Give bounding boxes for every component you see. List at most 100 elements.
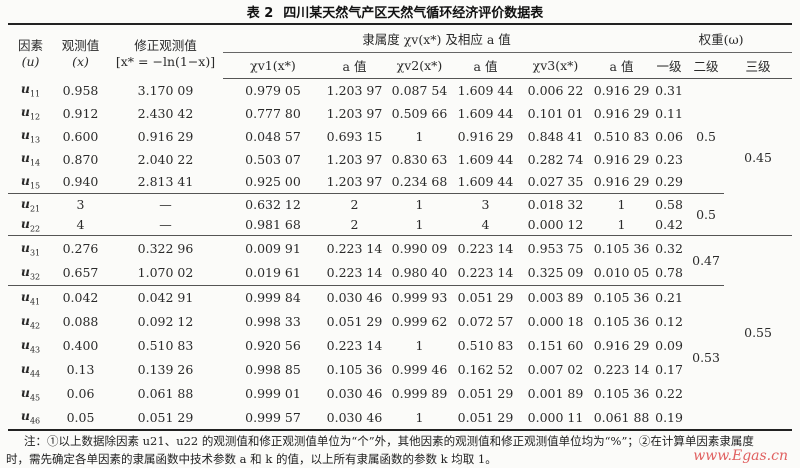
a3-cell: 0.510 83 xyxy=(593,128,650,144)
a1-cell: 1.203 97 xyxy=(326,105,383,121)
table-row: u15 0.940 2.813 41 0.925 00 1.203 97 0.234 68… xyxy=(8,171,792,194)
weight-level1-cell: 0.11 xyxy=(655,105,683,121)
factor-cell: u41 xyxy=(8,285,53,310)
a1-cell: 0.030 46 xyxy=(326,409,383,425)
weight-level1-cell: 0.32 xyxy=(650,235,689,261)
a3-cell: 0.916 29 xyxy=(593,338,650,353)
header-observed-symbol: (x) xyxy=(72,53,89,69)
factor-sub: 32 xyxy=(29,272,41,282)
factor-var: u xyxy=(20,150,30,166)
weight-level1-cell: 0.29 xyxy=(655,174,683,190)
factor-sub: 13 xyxy=(29,135,41,145)
a2-cell: 0.223 14 xyxy=(457,265,514,281)
weight-level3-cell: 0.45 xyxy=(744,149,772,165)
weight-level1-cell: 0.06 xyxy=(655,128,683,144)
corrected-cell: 0.051 29 xyxy=(137,409,194,425)
chi1-cell: 0.998 33 xyxy=(245,314,301,329)
a3-cell: 0.010 05 xyxy=(593,265,650,281)
factor-sub: 21 xyxy=(29,204,41,213)
corrected-cell: — xyxy=(159,217,172,233)
observed-cell: 0.657 xyxy=(62,265,99,281)
a3-cell: 0.223 14 xyxy=(593,362,650,377)
table-row: u12 0.912 2.430 42 0.777 80 1.203 97 0.509 66… xyxy=(8,102,792,125)
a1-cell: 1.203 97 xyxy=(326,151,383,167)
factor-cell: u13 xyxy=(8,125,53,148)
table-number: 表 2 xyxy=(246,6,274,21)
chi1-cell: 0.920 56 xyxy=(245,338,301,353)
a1-cell: 0.693 15 xyxy=(326,128,383,144)
a2-cell: 1.609 44 xyxy=(457,174,514,190)
factor-sub: 22 xyxy=(29,224,41,234)
chi1-cell: 0.998 85 xyxy=(245,362,301,377)
header-corrected: 修正观测值 [x* = −ln(1−x)] xyxy=(108,24,223,79)
table-note: 注：①以上数据除因素 u21、u22 的观测值和修正观测值单位为“个”外，其他因… xyxy=(6,432,796,468)
table-title: 表 2 四川某天然气产区天然气循环经济评价数据表 xyxy=(0,2,800,21)
observed-cell: 0.05 xyxy=(66,409,95,425)
chi2-cell: 1 xyxy=(386,193,453,215)
factor-sub: 44 xyxy=(29,369,41,379)
factor-var: u xyxy=(20,264,30,279)
observed-cell: 0.600 xyxy=(62,128,99,144)
factor-var: u xyxy=(20,104,30,120)
a2-cell: 0.223 14 xyxy=(453,235,518,261)
corrected-cell: 0.139 26 xyxy=(137,362,194,377)
factor-sub: 45 xyxy=(29,393,41,403)
a2-cell: 1.609 44 xyxy=(457,82,514,98)
header-level3: 三级 xyxy=(724,52,793,79)
a3-cell: 1 xyxy=(593,193,651,215)
a1-cell: 0.030 46 xyxy=(326,386,383,401)
observed-cell: 0.276 xyxy=(53,235,108,261)
a1-cell: 0.051 29 xyxy=(326,314,383,329)
chi3-cell: 0.282 74 xyxy=(527,151,584,167)
corrected-cell: 3.170 09 xyxy=(137,82,194,98)
header-chi1: χv1(x*) xyxy=(223,52,323,79)
factor-cell: u45 xyxy=(8,382,53,406)
table-caption: 四川某天然气产区天然气循环经济评价数据表 xyxy=(283,6,544,21)
corrected-cell: 0.322 96 xyxy=(108,235,223,261)
chi2-cell: 0.990 09 xyxy=(386,235,453,261)
chi3-cell: 0.000 18 xyxy=(527,314,584,329)
chi1-cell: 0.632 12 xyxy=(223,193,323,215)
weight-level2-cell: 0.5 xyxy=(696,128,716,144)
table-row: u42 0.088 0.092 12 0.998 33 0.051 29 0.999 62… xyxy=(8,310,792,334)
chi3-cell: 0.953 75 xyxy=(518,235,593,261)
table-row: u44 0.13 0.139 26 0.998 85 0.105 36 0.999 46 0… xyxy=(8,358,792,382)
observed-cell: 0.088 xyxy=(62,314,99,329)
a2-cell: 0.510 83 xyxy=(457,338,514,353)
header-level2: 二级 xyxy=(688,52,725,79)
weight-level1-cell: 0.21 xyxy=(650,285,689,310)
factor-var: u xyxy=(20,336,30,352)
factor-sub: 41 xyxy=(29,297,41,307)
a1-cell: 0.105 36 xyxy=(326,362,383,377)
weight-level2-cell: 0.5 xyxy=(688,193,725,236)
corrected-cell: 0.092 12 xyxy=(137,314,194,329)
chi1-cell: 0.981 68 xyxy=(245,217,301,233)
a3-cell: 0.916 29 xyxy=(593,105,650,121)
a3-cell: 0.061 88 xyxy=(593,409,650,425)
corrected-cell: 1.070 02 xyxy=(137,265,194,281)
factor-cell: u42 xyxy=(8,310,53,334)
chi2-cell: 0.087 54 xyxy=(391,82,448,98)
a3-cell: 1 xyxy=(617,217,626,233)
chi2-cell: 0.830 63 xyxy=(391,151,448,167)
chi3-cell: 0.325 09 xyxy=(527,265,584,281)
chi1-cell: 0.009 91 xyxy=(223,235,323,261)
factor-sub: 42 xyxy=(29,321,41,331)
a2-cell: 4 xyxy=(481,217,490,233)
factor-cell: u22 xyxy=(8,215,53,236)
factor-var: u xyxy=(20,195,30,211)
factor-cell: u31 xyxy=(8,235,53,261)
a1-cell: 0.030 46 xyxy=(323,285,386,310)
chi3-cell: 0.848 41 xyxy=(527,128,584,144)
table-row: u46 0.05 0.051 29 0.999 57 0.030 46 1 0.051 29… xyxy=(8,406,792,430)
a3-cell: 0.916 29 xyxy=(593,174,650,190)
weight-level1-cell: 0.22 xyxy=(655,386,683,401)
a3-cell: 0.105 36 xyxy=(593,314,650,329)
chi3-cell: 0.007 02 xyxy=(527,362,584,377)
corrected-cell: 0.916 29 xyxy=(137,128,194,144)
corrected-cell: 2.430 42 xyxy=(137,105,194,121)
weight-level1-cell: 0.78 xyxy=(655,265,683,281)
chi1-cell: 0.999 01 xyxy=(245,386,301,401)
observed-cell: 0.042 xyxy=(53,285,108,310)
a2-cell: 1.609 44 xyxy=(457,105,514,121)
